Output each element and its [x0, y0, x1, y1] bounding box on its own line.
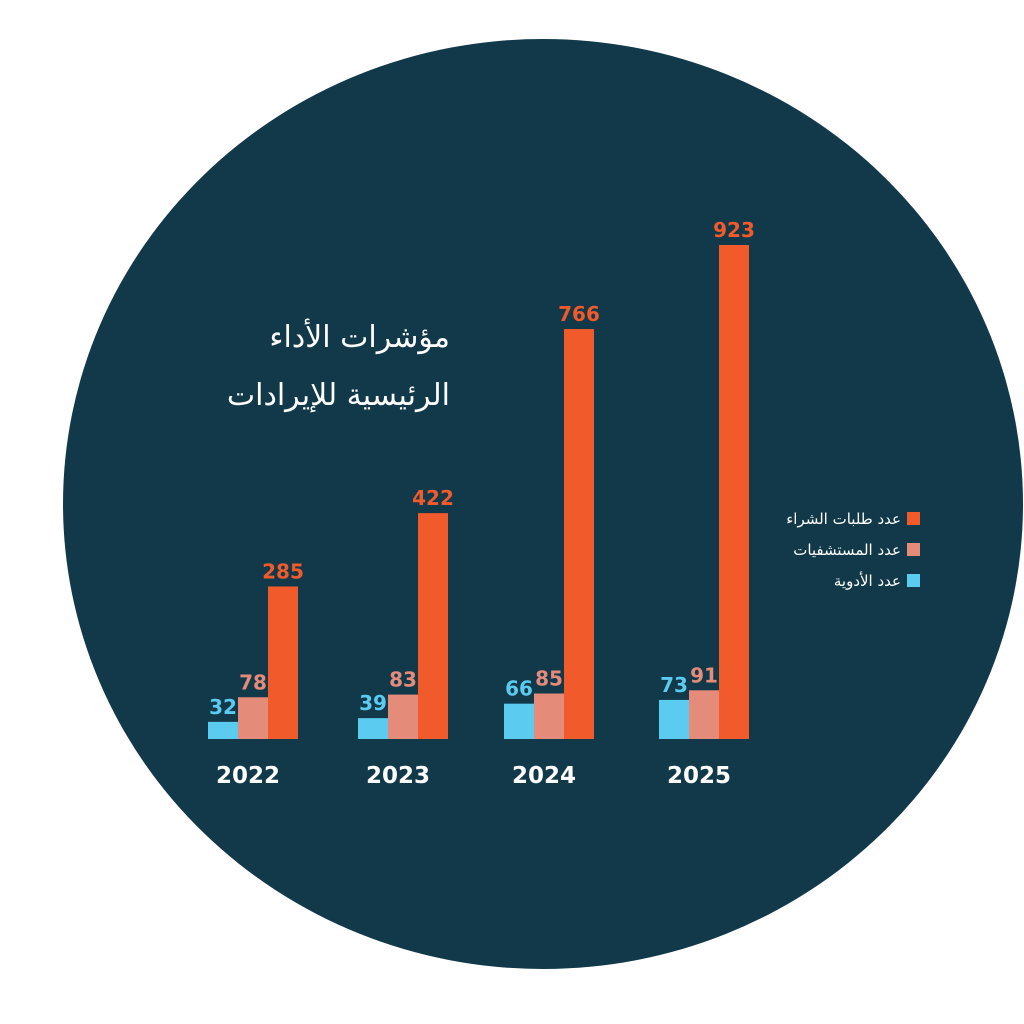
data-label: 39	[359, 691, 387, 715]
bar	[719, 245, 749, 739]
bar	[268, 586, 298, 739]
x-tick-label: 2024	[512, 763, 576, 789]
data-label: 66	[505, 677, 533, 701]
legend-label: عدد المستشفيات	[793, 540, 901, 559]
x-tick-label: 2025	[667, 763, 731, 789]
chart-title-line-2: الرئيسية للإيرادات	[226, 378, 450, 413]
data-label: 923	[713, 218, 755, 242]
bar	[659, 699, 689, 739]
bar	[208, 721, 238, 739]
data-label: 73	[660, 673, 688, 697]
bar	[238, 697, 268, 739]
legend-item-medicines: عدد الأدوية	[780, 565, 920, 596]
legend-swatch	[907, 512, 920, 525]
legend-swatch	[907, 574, 920, 587]
data-label: 422	[412, 486, 454, 510]
legend-label: عدد الأدوية	[833, 571, 901, 590]
bar	[504, 703, 534, 739]
data-label: 285	[262, 559, 304, 583]
data-label: 85	[535, 667, 563, 691]
x-tick-label: 2023	[366, 763, 430, 789]
bar	[564, 329, 594, 739]
data-label: 91	[690, 663, 718, 687]
chart-title-line-1: مؤشرات الأداء	[269, 320, 450, 355]
bar	[388, 694, 418, 739]
data-label: 766	[558, 302, 600, 326]
legend-item-purchase-orders: عدد طلبات الشراء	[780, 503, 920, 534]
background-circle	[63, 39, 1023, 969]
data-label: 83	[389, 668, 417, 692]
data-label: 32	[209, 695, 237, 719]
legend: عدد طلبات الشراء عدد المستشفيات عدد الأد…	[780, 503, 920, 596]
legend-item-hospitals: عدد المستشفيات	[780, 534, 920, 565]
legend-swatch	[907, 543, 920, 556]
bar	[358, 718, 388, 739]
bar	[418, 513, 448, 739]
x-tick-label: 2022	[216, 763, 280, 789]
bar	[689, 690, 719, 739]
data-label: 78	[239, 670, 267, 694]
bar	[534, 693, 564, 739]
legend-label: عدد طلبات الشراء	[786, 509, 901, 528]
